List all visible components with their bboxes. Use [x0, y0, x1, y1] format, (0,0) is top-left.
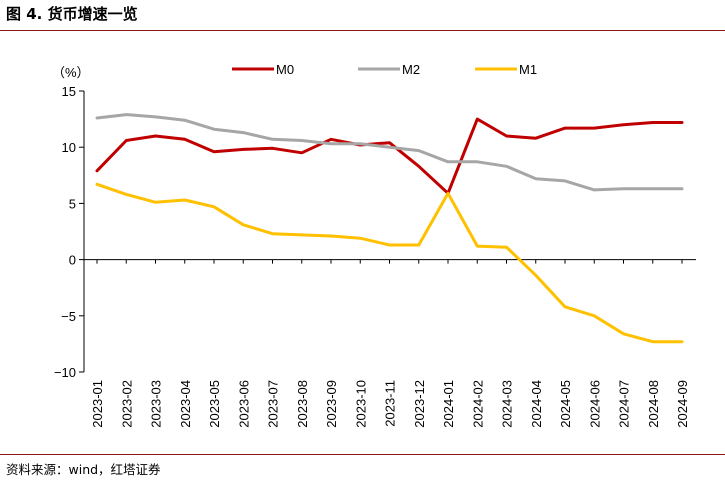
x-tick-label: 2023-12 — [412, 380, 427, 428]
x-tick-label: 2024-05 — [558, 380, 573, 428]
y-tick-label: 10 — [62, 140, 76, 155]
x-tick-label: 2023-07 — [266, 380, 281, 428]
series-lines — [95, 113, 684, 344]
y-tick-label: −10 — [54, 365, 76, 380]
series-line-m1 — [95, 182, 684, 344]
x-tick-label: 2023-09 — [324, 380, 339, 428]
x-tick-label: 2024-02 — [470, 380, 485, 428]
x-tick-label: 2023-03 — [149, 380, 164, 428]
x-tick-label: 2023-06 — [236, 380, 251, 428]
x-ticks: 2023-01 2023-02 2023-03 2023-04 2023-05 2023-… — [90, 259, 690, 428]
figure-title: 图 4. 货币增速一览 — [6, 5, 138, 23]
title-divider — [0, 30, 725, 31]
y-tick-label: −5 — [61, 309, 76, 324]
x-tick-label: 2024-07 — [617, 380, 632, 428]
legend-label-m1: M1 — [519, 62, 537, 77]
x-tick-label: 2024-04 — [529, 380, 544, 428]
series-line-m2 — [95, 113, 684, 192]
y-ticks: 15 10 5 0 −5 −10 — [54, 84, 84, 380]
x-tick-label: 2023-05 — [207, 380, 222, 428]
y-tick-label: 15 — [62, 84, 76, 99]
legend: M0 M2 M1 — [232, 62, 537, 77]
x-tick-label: 2023-10 — [353, 380, 368, 428]
x-tick-label: 2024-06 — [587, 380, 602, 428]
x-tick-label: 2023-11 — [383, 380, 398, 427]
legend-label-m2: M2 — [402, 62, 420, 77]
source-note: 资料来源：wind，红塔证券 — [6, 462, 161, 477]
y-tick-label: 0 — [69, 253, 76, 268]
y-tick-label: 5 — [69, 196, 76, 211]
x-tick-label: 2024-09 — [675, 380, 690, 428]
x-tick-label: 2023-08 — [295, 380, 310, 428]
x-tick-label: 2024-03 — [500, 380, 515, 428]
x-tick-label: 2023-04 — [178, 380, 193, 428]
series-line-m0 — [95, 117, 684, 195]
axes — [83, 91, 696, 372]
y-axis-label: （%） — [52, 65, 90, 80]
source-divider — [0, 454, 725, 455]
x-tick-label: 2023-02 — [119, 380, 134, 428]
x-tick-label: 2024-08 — [646, 380, 661, 428]
legend-label-m0: M0 — [276, 62, 294, 77]
x-tick-label: 2023-01 — [90, 380, 105, 428]
x-tick-label: 2024-01 — [441, 380, 456, 428]
